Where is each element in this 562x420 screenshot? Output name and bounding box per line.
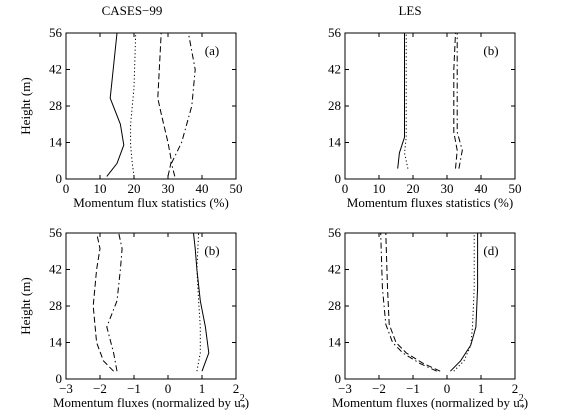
- x-tick-label: 40: [196, 181, 209, 196]
- series-line-dashdot: [380, 232, 438, 372]
- series-line-dotted: [196, 232, 201, 372]
- x-axis-label-end: ): [524, 395, 528, 410]
- series-line-solid: [193, 232, 210, 372]
- x-axis-label-subscript: *: [520, 403, 525, 414]
- column-title-les: LES: [398, 3, 421, 18]
- column-title-cases99: CASES−99: [102, 3, 163, 18]
- y-tick-label: 14: [49, 135, 63, 150]
- panel-3: −3 −2 −1 0 1 2 0 14 28 42 56 (b) Momentum fluxes (no…: [18, 225, 249, 414]
- x-tick-label: −1: [127, 381, 141, 396]
- y-axis-label: Height (m): [18, 277, 33, 334]
- y-tick-label: 42: [49, 62, 62, 77]
- x-tick-label: −3: [59, 381, 73, 396]
- x-axis-label: Momentum flux statistics (%): [73, 195, 229, 210]
- x-axis-label-superscript: 2: [240, 393, 245, 404]
- panel-tag: (b): [483, 43, 498, 58]
- series-line-solid: [106, 32, 125, 177]
- x-tick-label: 10: [94, 181, 107, 196]
- x-axis-label: Momentum fluxes statistics (%): [347, 195, 513, 210]
- y-tick-label: 14: [49, 335, 63, 350]
- panel-tag: (b): [204, 243, 219, 258]
- y-tick-label: 28: [328, 98, 341, 113]
- x-tick-label: −3: [338, 381, 352, 396]
- x-axis-label: Momentum fluxes (normalized by u*2): [332, 393, 528, 414]
- x-tick-label: −1: [406, 381, 420, 396]
- series-line-dashed: [453, 32, 458, 169]
- panel-tag: (d): [483, 243, 498, 258]
- y-tick-label: 42: [49, 262, 62, 277]
- x-tick-label: −2: [372, 381, 386, 396]
- panel-2: 0 10 20 30 40 50 0 14 28 42 56 (b) Momentum fluxes s…: [328, 25, 522, 210]
- x-tick-label: 2: [233, 381, 240, 396]
- panel-4: −3 −2 −1 0 1 2 0 14 28 42 56 (d) Momentum fluxes (no…: [328, 225, 528, 414]
- x-tick-label: 1: [199, 381, 206, 396]
- y-tick-label: 42: [328, 62, 341, 77]
- series-line-dashed: [92, 232, 114, 372]
- x-tick-label: 0: [63, 181, 70, 196]
- series-line-dotted: [453, 233, 475, 372]
- y-tick-label: 28: [328, 298, 341, 313]
- x-tick-label: 30: [162, 181, 175, 196]
- x-tick-label: 50: [509, 181, 522, 196]
- y-tick-label: 14: [328, 135, 342, 150]
- y-tick-label: 28: [49, 298, 62, 313]
- y-tick-label: 0: [335, 171, 342, 186]
- series-line-dashed: [157, 32, 172, 177]
- y-tick-label: 28: [49, 98, 62, 113]
- panel-1: 0 10 20 30 40 50 0 14 28 42 56 (a) Momentum flux sta…: [18, 25, 243, 210]
- panel-tag: (a): [205, 43, 219, 58]
- x-tick-label: 20: [128, 181, 141, 196]
- y-tick-label: 0: [335, 371, 342, 386]
- y-tick-label: 0: [56, 171, 63, 186]
- x-axis-label-superscript: 2: [519, 393, 524, 404]
- y-tick-label: 56: [49, 225, 63, 240]
- x-axis-label-subscript: *: [241, 403, 246, 414]
- series-line-solid: [450, 233, 479, 372]
- x-tick-label: 2: [512, 381, 519, 396]
- series-line-solid: [397, 33, 405, 169]
- x-tick-label: 10: [373, 181, 386, 196]
- x-tick-label: 50: [230, 181, 243, 196]
- x-tick-label: 0: [165, 381, 172, 396]
- y-tick-label: 56: [328, 225, 342, 240]
- x-tick-label: 0: [342, 181, 349, 196]
- x-axis-label: Momentum fluxes (normalized by u*2): [53, 393, 249, 414]
- x-tick-label: −2: [93, 381, 107, 396]
- series-line-dotted: [130, 32, 137, 177]
- x-tick-label: 1: [478, 381, 485, 396]
- x-tick-label: 40: [475, 181, 488, 196]
- y-axis-label: Height (m): [18, 77, 33, 134]
- y-tick-label: 56: [49, 25, 63, 40]
- x-tick-label: 30: [441, 181, 454, 196]
- x-tick-label: 0: [444, 381, 451, 396]
- y-tick-label: 14: [328, 335, 342, 350]
- x-tick-label: 20: [407, 181, 420, 196]
- series-line-dotted: [403, 33, 409, 169]
- y-tick-label: 56: [328, 25, 342, 40]
- series-line-dashdot: [170, 32, 196, 177]
- y-tick-label: 42: [328, 262, 341, 277]
- series-line-dashdot: [456, 33, 463, 169]
- series-line-dashdot: [106, 232, 123, 372]
- x-axis-label-end: ): [245, 395, 249, 410]
- series-line-dashed: [385, 232, 441, 372]
- y-tick-label: 0: [56, 371, 63, 386]
